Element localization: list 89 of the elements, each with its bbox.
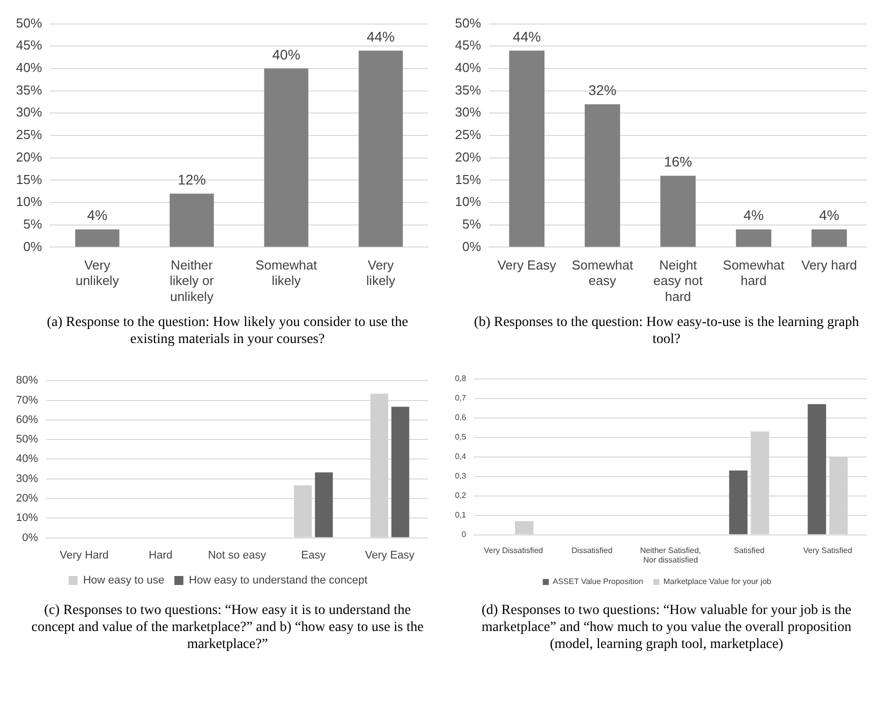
y-tick-label: 0,5 (454, 432, 467, 442)
x-tick-label: Neither likely or unlikely (170, 258, 214, 304)
bar (170, 194, 214, 247)
text: (b) Responses to the question: How easy-to-use is the learning graph tool? (473, 314, 860, 348)
y-tick-label: 5% (462, 216, 482, 232)
y-tick-label: 0 (462, 530, 467, 540)
y-tick-label: 0,6 (454, 413, 467, 422)
x-tick-label: Very unlikely (76, 258, 120, 288)
y-tick-label: 20% (16, 149, 42, 164)
x-tick-label: Neight easy not hard (653, 258, 703, 304)
y-tick-label: 40% (454, 60, 482, 76)
data-label: 12% (178, 171, 206, 188)
legend-label: How easy to understand the concept (188, 574, 368, 587)
bar (264, 68, 308, 247)
y-tick-label: 80% (16, 374, 38, 387)
x-tick-label: Somewhat easy (572, 258, 634, 288)
bar (736, 229, 772, 247)
text: (c) Responses to two questions: “How easy it is to understand the concept and value of the marketplace?” and b) “how easy to use is the marketplace?” (30, 602, 425, 653)
bar (729, 470, 748, 534)
data-label: 32% (588, 82, 616, 98)
y-tick-label: 45% (16, 38, 42, 53)
y-tick-label: 30% (16, 104, 42, 120)
y-tick-label: 30% (454, 104, 482, 120)
y-tick-label: 15% (454, 172, 482, 187)
x-tick-label: Very Dissatisfied (484, 546, 543, 555)
data-label: 4% (819, 207, 840, 224)
x-tick-label: Somewhat likely (256, 258, 318, 288)
bar (808, 404, 826, 534)
bar (584, 104, 620, 247)
y-tick-label: 30% (16, 472, 38, 485)
x-tick-label: Neither Satisfied, Nor dissatisfied (640, 546, 702, 564)
y-tick-label: 70% (16, 394, 38, 406)
x-tick-label: Dissatisfied (572, 546, 612, 555)
data-label: 16% (664, 154, 692, 170)
bar (358, 50, 403, 247)
data-label: 4% (87, 207, 108, 224)
y-tick-label: 0,8 (454, 374, 467, 384)
data-label: 44% (366, 28, 395, 44)
y-tick-label: 50% (16, 434, 38, 446)
legend-label: Marketplace Value for your job (663, 577, 772, 586)
x-tick-label: Not so easy (208, 549, 267, 562)
y-tick-label: 0% (23, 238, 42, 254)
text: (d) Responses to two questions: “How valuable for your job is the marketplace” and “how much to you value the overall proposition (model, learning graph tool, marketplace) (480, 602, 852, 653)
data-label: 4% (743, 207, 764, 224)
y-tick-label: 0,2 (454, 491, 467, 500)
y-tick-label: 15% (16, 172, 42, 187)
text: (a) Response to the question: How likely you consider to use the existing materials in your courses? (46, 314, 410, 348)
x-tick-label: Very likely (366, 258, 396, 288)
y-tick-label: 25% (16, 127, 42, 142)
bar (660, 176, 696, 247)
x-tick-label: Hard (148, 549, 173, 562)
x-tick-label: Very Easy (498, 258, 557, 273)
x-tick-label: Very Easy (365, 549, 416, 562)
y-tick-label: 5% (23, 216, 42, 232)
y-tick-label: 50% (454, 15, 482, 30)
x-tick-label: Easy (301, 549, 326, 562)
bar (509, 50, 544, 247)
bar (391, 406, 410, 538)
x-tick-label: Satisfied (734, 546, 764, 555)
legend-label: How easy to use (83, 574, 164, 587)
y-tick-label: 10% (16, 194, 42, 210)
y-tick-label: 0% (22, 532, 38, 544)
y-tick-label: 20% (16, 492, 38, 505)
y-tick-label: 50% (16, 15, 42, 30)
y-tick-label: 60% (16, 414, 38, 426)
y-tick-label: 35% (454, 82, 482, 98)
y-tick-label: 20% (454, 149, 482, 164)
bar (75, 229, 120, 247)
y-tick-label: 10% (454, 194, 482, 210)
bar (314, 472, 333, 538)
y-tick-label: 0,4 (454, 452, 467, 462)
y-tick-label: 45% (454, 38, 482, 53)
bar (812, 229, 847, 247)
data-label: 40% (272, 46, 300, 62)
x-tick-label: Very Satisfied (803, 546, 852, 555)
y-tick-label: 0,7 (454, 394, 467, 403)
data-label: 44% (512, 28, 541, 44)
y-tick-label: 0% (462, 238, 482, 254)
y-tick-label: 40% (16, 453, 38, 466)
y-tick-label: 0,1 (454, 510, 467, 520)
x-tick-label: Very hard (801, 258, 858, 273)
y-tick-label: 0,3 (454, 472, 467, 481)
y-tick-label: 40% (16, 60, 42, 76)
y-tick-label: 25% (454, 127, 482, 142)
y-tick-label: 10% (16, 512, 38, 524)
y-tick-label: 35% (16, 82, 42, 98)
x-tick-label: Somewhat hard (722, 258, 785, 288)
x-tick-label: Very Hard (60, 549, 109, 562)
legend-label: ASSET Value Proposition (552, 577, 644, 586)
